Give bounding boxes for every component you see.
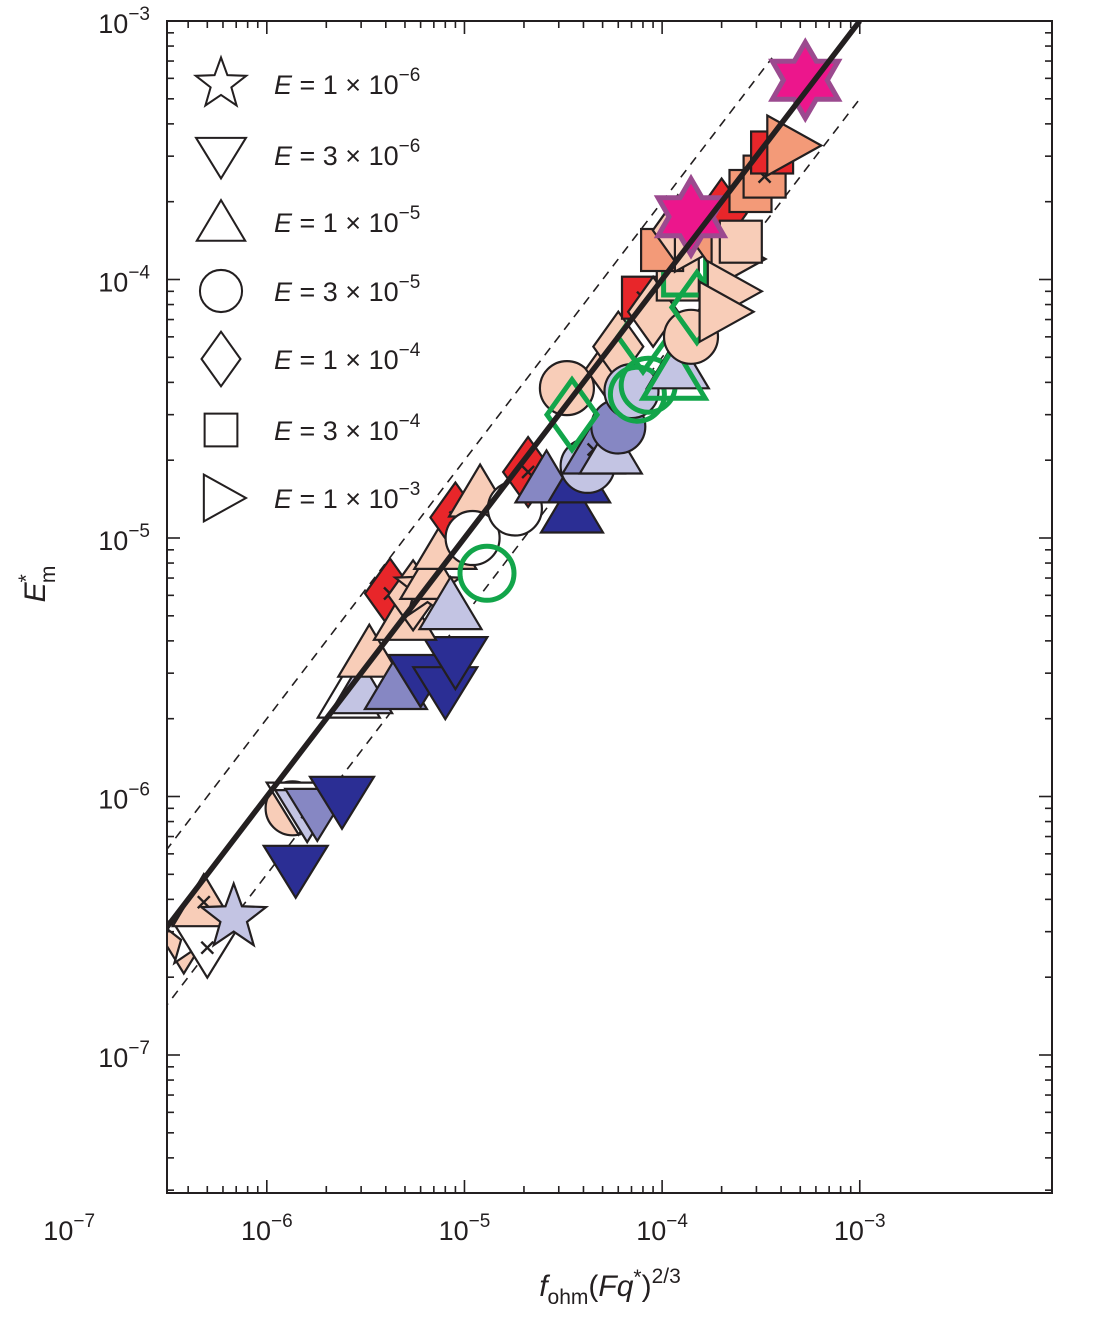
y-tick-label: 10−5 [98,521,150,556]
data-point-circle [457,543,517,603]
data-point-tri-right [698,279,756,344]
legend-marker [203,412,239,448]
data-point-diamond [543,375,601,455]
diamond-marker [543,375,601,455]
tri-right-legend-icon [202,472,249,524]
square-legend-icon [203,412,239,448]
data-point-star [198,880,270,948]
data-point-tri-down [421,635,490,692]
legend-label: E = 3 × 10−4 [274,411,421,446]
axis-ticks [167,20,1052,1193]
tri-down-marker [261,844,330,900]
legend: E = 1 × 10−6 E = 3 × 10−6 E = 1 × 10−5 E = … [192,54,421,524]
legend-label: E = 3 × 10−6 [274,136,420,171]
circle-legend-icon [198,268,244,314]
legend-item: E = 3 × 10−6 [194,136,420,181]
x-tick-labels: 10−7 10−6 10−5 10−4 10−3 [43,1211,885,1246]
fit-line [167,21,862,932]
y-tick-label: 10−4 [98,263,150,298]
x-tick-label: 10−7 [43,1211,95,1246]
legend-item: E = 1 × 10−4 [200,329,421,389]
tri-up-marker [417,574,484,631]
data-point-circle [444,509,501,567]
legend-marker [194,136,248,181]
data-point-tri-up [539,478,605,534]
tri-up-marker [336,622,403,678]
tri-down-marker [421,635,490,692]
tri-down-marker [308,775,376,831]
data-point-star [37,1094,102,1156]
x-tick-label: 10−4 [636,1211,688,1246]
data-point-tri-down [261,844,330,900]
y-tick-label: 10−7 [98,1038,150,1073]
x-tick-label: 10−6 [241,1211,293,1246]
legend-item: E = 1 × 10−5 [195,198,420,242]
legend-label: E = 1 × 10−6 [274,65,420,100]
star-legend-icon [192,54,250,108]
y-axis-title: E*m [15,566,60,603]
x-axis-title: fohm(Fq*)2/3 [539,1265,681,1309]
data-points [37,37,843,1156]
legend-marker [200,329,242,389]
star-marker [37,1094,102,1156]
diamond-legend-icon [200,329,242,389]
tri-up-legend-icon [195,198,247,242]
x-tick-label: 10−3 [834,1211,886,1246]
data-point-tri-right [766,113,824,178]
legend-item: E = 3 × 10−4 [203,411,421,448]
data-point-tri-up [417,574,484,631]
data-point-tri-down [308,775,376,831]
legend-label: E = 1 × 10−3 [274,479,420,514]
y-tick-labels: 10−7 10−6 10−5 10−4 10−3 [98,4,150,1073]
tri-right-marker [698,279,756,344]
tri-up-marker [539,478,605,534]
data-point-tri-up [638,341,710,401]
tri-up-marker [638,341,710,401]
dashed-bound-line [167,57,773,851]
legend-marker [192,54,250,108]
data-point-hexagram [768,37,843,124]
legend-item: E = 1 × 10−6 [192,54,420,108]
y-tick-label: 10−6 [98,780,150,815]
legend-label: E = 1 × 10−5 [274,203,420,238]
cross-mark [63,1122,75,1134]
legend-marker [195,198,247,242]
legend-marker [202,472,249,524]
tri-down-legend-icon [194,136,248,181]
x-tick-label: 10−5 [439,1211,491,1246]
fit-line-group [167,21,862,932]
circle-marker [457,543,517,603]
legend-item: E = 3 × 10−5 [198,268,420,314]
y-tick-label: 10−3 [98,4,150,39]
circle-marker [444,509,501,567]
star-marker [198,880,270,948]
plot-frame [166,20,1053,1194]
data-point-square [718,219,763,264]
legend-marker [198,268,244,314]
legend-label: E = 3 × 10−5 [274,272,420,307]
data-point-tri-up [336,622,403,678]
cross-mark [200,940,215,955]
square-marker [718,219,763,264]
tri-right-marker [766,113,824,178]
legend-label: E = 1 × 10−4 [274,340,421,375]
legend-item: E = 1 × 10−3 [202,472,420,524]
hexagram-marker [768,37,843,124]
